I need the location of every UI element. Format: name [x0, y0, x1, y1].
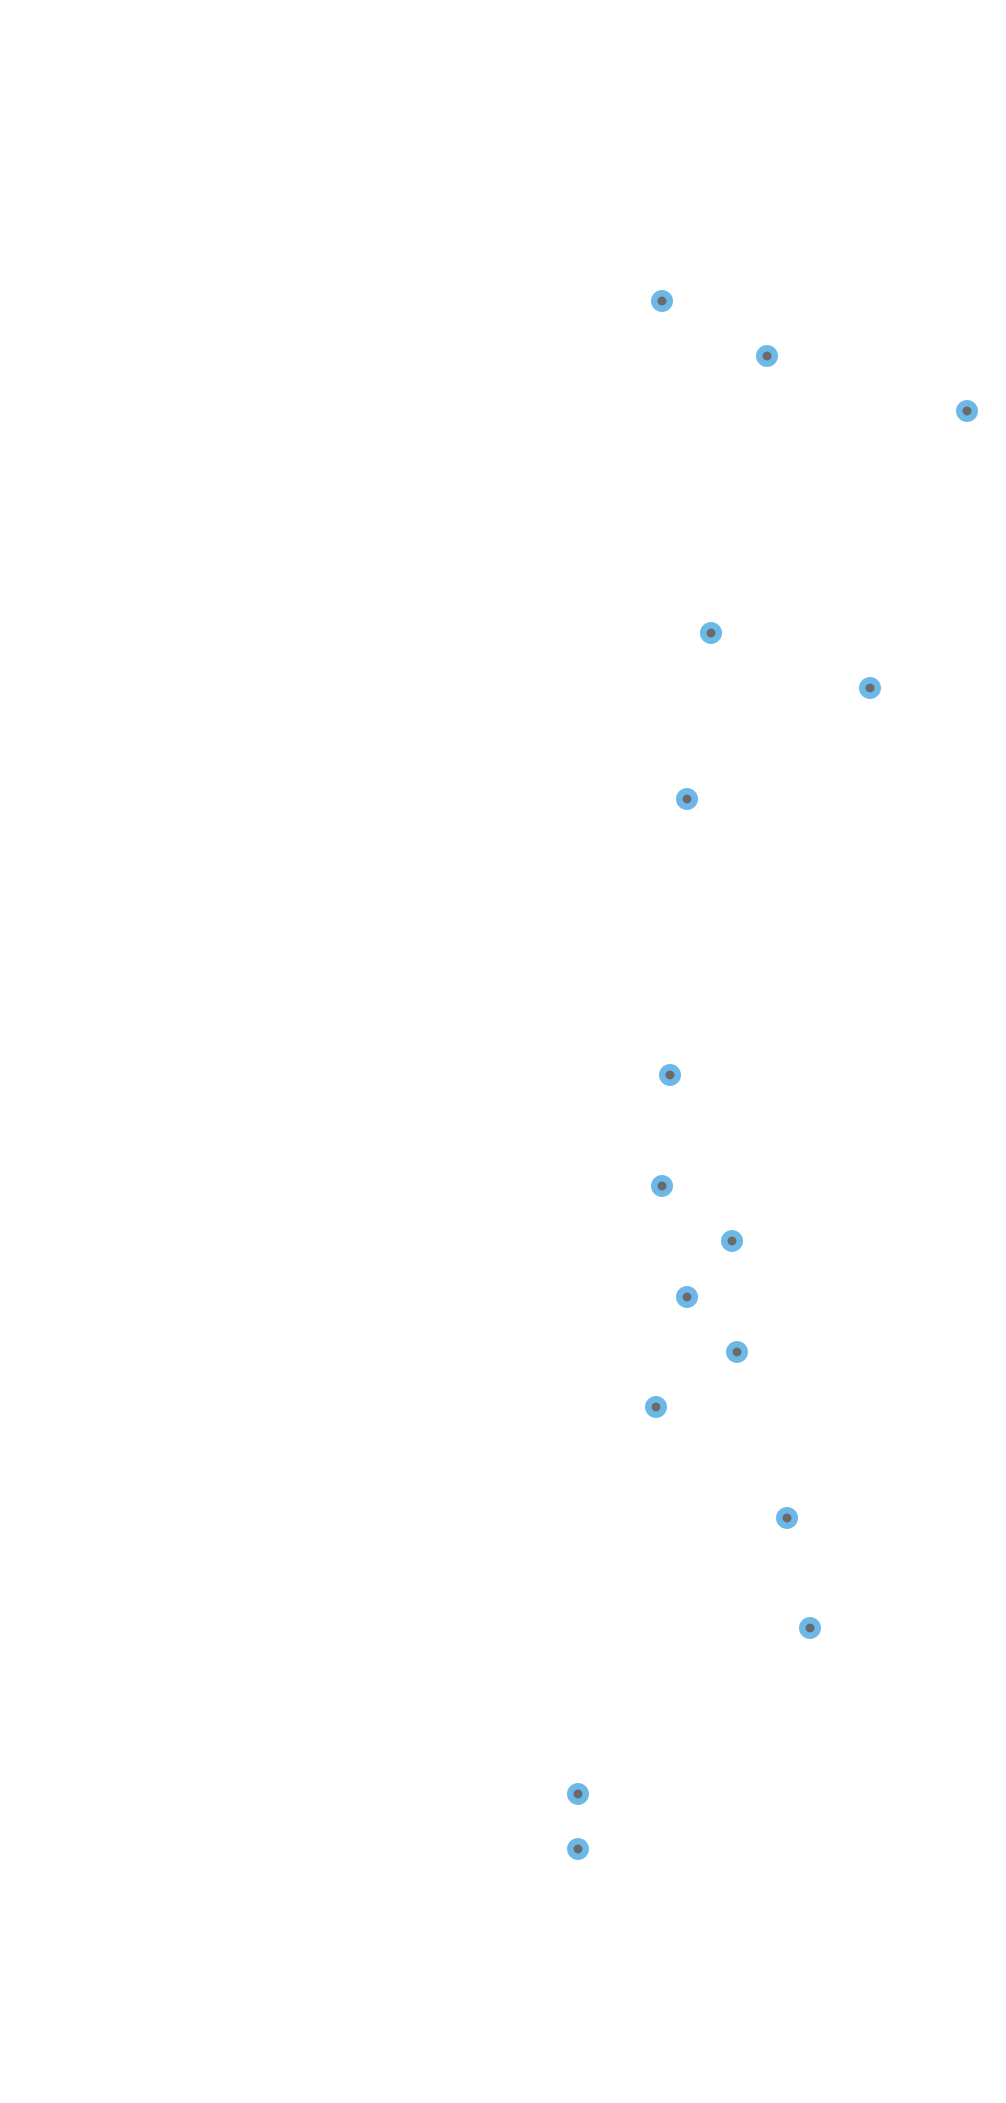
data-point-center [657, 1181, 667, 1191]
data-point-2 [756, 345, 778, 367]
data-point-16 [567, 1838, 589, 1860]
data-point-14 [799, 1617, 821, 1639]
data-point-center [651, 1402, 661, 1412]
data-point-4 [700, 622, 722, 644]
data-point-3 [956, 400, 978, 422]
data-point-13 [776, 1507, 798, 1529]
data-point-7 [659, 1064, 681, 1086]
data-point-9 [721, 1230, 743, 1252]
data-point-center [865, 683, 875, 693]
data-point-11 [726, 1341, 748, 1363]
data-point-center [657, 296, 667, 306]
data-point-center [732, 1347, 742, 1357]
data-point-center [573, 1789, 583, 1799]
data-point-center [682, 1292, 692, 1302]
data-point-center [782, 1513, 792, 1523]
data-point-5 [859, 677, 881, 699]
data-point-10 [676, 1286, 698, 1308]
data-point-center [706, 628, 716, 638]
data-point-center [573, 1844, 583, 1854]
data-point-center [962, 406, 972, 416]
data-point-15 [567, 1783, 589, 1805]
data-point-center [665, 1070, 675, 1080]
data-point-center [762, 351, 772, 361]
data-point-center [682, 794, 692, 804]
data-point-8 [651, 1175, 673, 1197]
data-point-center [805, 1623, 815, 1633]
data-point-12 [645, 1396, 667, 1418]
data-point-6 [676, 788, 698, 810]
data-point-1 [651, 290, 673, 312]
data-point-center [727, 1236, 737, 1246]
